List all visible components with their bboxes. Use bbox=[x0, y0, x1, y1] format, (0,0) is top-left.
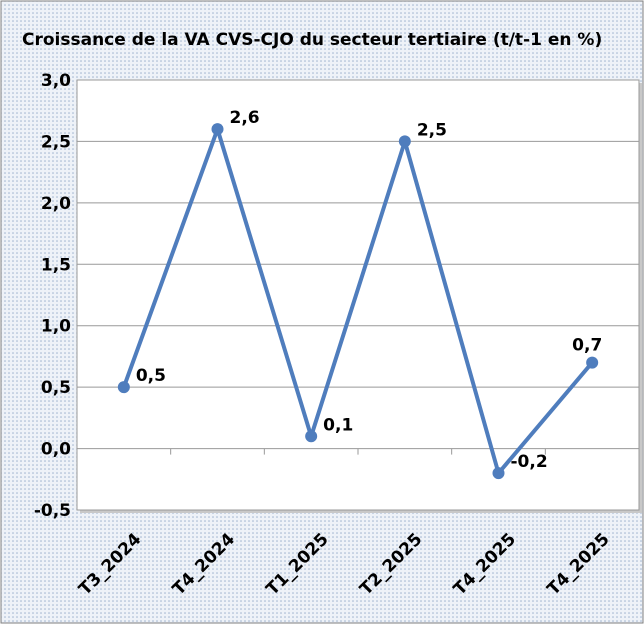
data-label: 0,1 bbox=[323, 415, 353, 435]
point bbox=[586, 356, 599, 369]
y-tick-label: 0,0 bbox=[41, 440, 71, 460]
y-tick-label: 3,0 bbox=[41, 71, 71, 91]
line bbox=[121, 127, 594, 476]
point bbox=[398, 135, 411, 148]
y-tick-label: 2,5 bbox=[41, 132, 71, 152]
data-label: 0,7 bbox=[572, 336, 602, 356]
chart-title: Croissance de la VA CVS-CJO du secteur t… bbox=[22, 30, 602, 50]
point bbox=[492, 467, 505, 480]
point bbox=[211, 123, 224, 136]
data-label: 2,6 bbox=[230, 108, 260, 128]
y-tick-label: 1,5 bbox=[41, 255, 71, 275]
y-tick-label: 2,0 bbox=[41, 194, 71, 214]
point bbox=[305, 430, 318, 443]
data-label: -0,2 bbox=[511, 452, 548, 472]
y-tick-label: -0,5 bbox=[34, 501, 71, 521]
y-tick-label: 0,5 bbox=[41, 378, 71, 398]
point bbox=[117, 381, 130, 394]
y-tick-label: 1,0 bbox=[41, 317, 71, 337]
data-label: 0,5 bbox=[136, 366, 166, 386]
data-label: 2,5 bbox=[417, 120, 447, 140]
